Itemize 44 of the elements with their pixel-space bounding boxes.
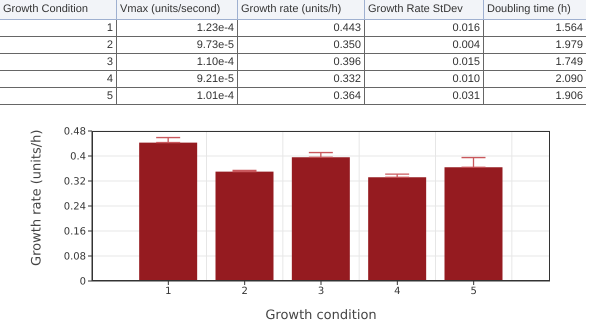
text: 1.10e-4	[116, 53, 238, 70]
text: 0.332	[238, 70, 364, 87]
x-tick-label: 1	[165, 286, 172, 297]
text: 1.564	[484, 19, 586, 36]
text: 1	[0, 19, 116, 36]
x-tick-label: 4	[394, 286, 401, 297]
y-tick-label: 0.24	[64, 201, 86, 212]
x-axis-title: Growth condition	[265, 308, 377, 322]
text: 0.031	[364, 87, 484, 104]
text: 2.090	[484, 70, 586, 87]
y-tick-label: 0	[80, 276, 86, 288]
y-tick-label: 0.08	[64, 251, 86, 262]
text: 0.004	[364, 36, 484, 53]
text: 1.906	[484, 87, 586, 104]
y-axis-title: Growth rate (units/h)	[30, 129, 45, 266]
text: 0.443	[238, 19, 364, 36]
y-tick-label: 0.4	[70, 151, 86, 162]
text: Growth Condition	[0, 0, 116, 19]
y-tick-label: 0.32	[64, 176, 86, 188]
text: 0.010	[364, 70, 484, 87]
x-tick-label: 2	[241, 286, 248, 297]
text: 4	[0, 70, 116, 87]
text: Growth rate (units/h)	[238, 0, 364, 19]
text: 2	[0, 36, 116, 53]
text: 0.015	[364, 53, 484, 70]
text: 1.979	[484, 36, 586, 53]
text: 0.364	[238, 87, 364, 104]
text: 3	[0, 53, 116, 70]
x-tick-label: 3	[318, 286, 324, 297]
text: 1.749	[484, 53, 586, 70]
text: Vmax (units/second)	[116, 0, 238, 19]
text: 0.016	[364, 19, 484, 36]
text: 1.01e-4	[116, 87, 238, 104]
text: 0.396	[238, 53, 364, 70]
y-tick-label: 0.16	[64, 226, 86, 238]
text: 1.23e-4	[116, 19, 238, 36]
text: 9.21e-5	[116, 70, 238, 87]
text: 0.350	[238, 36, 364, 53]
text: 9.73e-5	[116, 36, 238, 53]
x-tick-label: 5	[470, 286, 477, 297]
y-tick-label: 0.48	[64, 126, 86, 138]
text: Growth Rate StDev	[364, 0, 484, 19]
text: 5	[0, 87, 116, 104]
text: Doubling time (h)	[484, 0, 586, 19]
